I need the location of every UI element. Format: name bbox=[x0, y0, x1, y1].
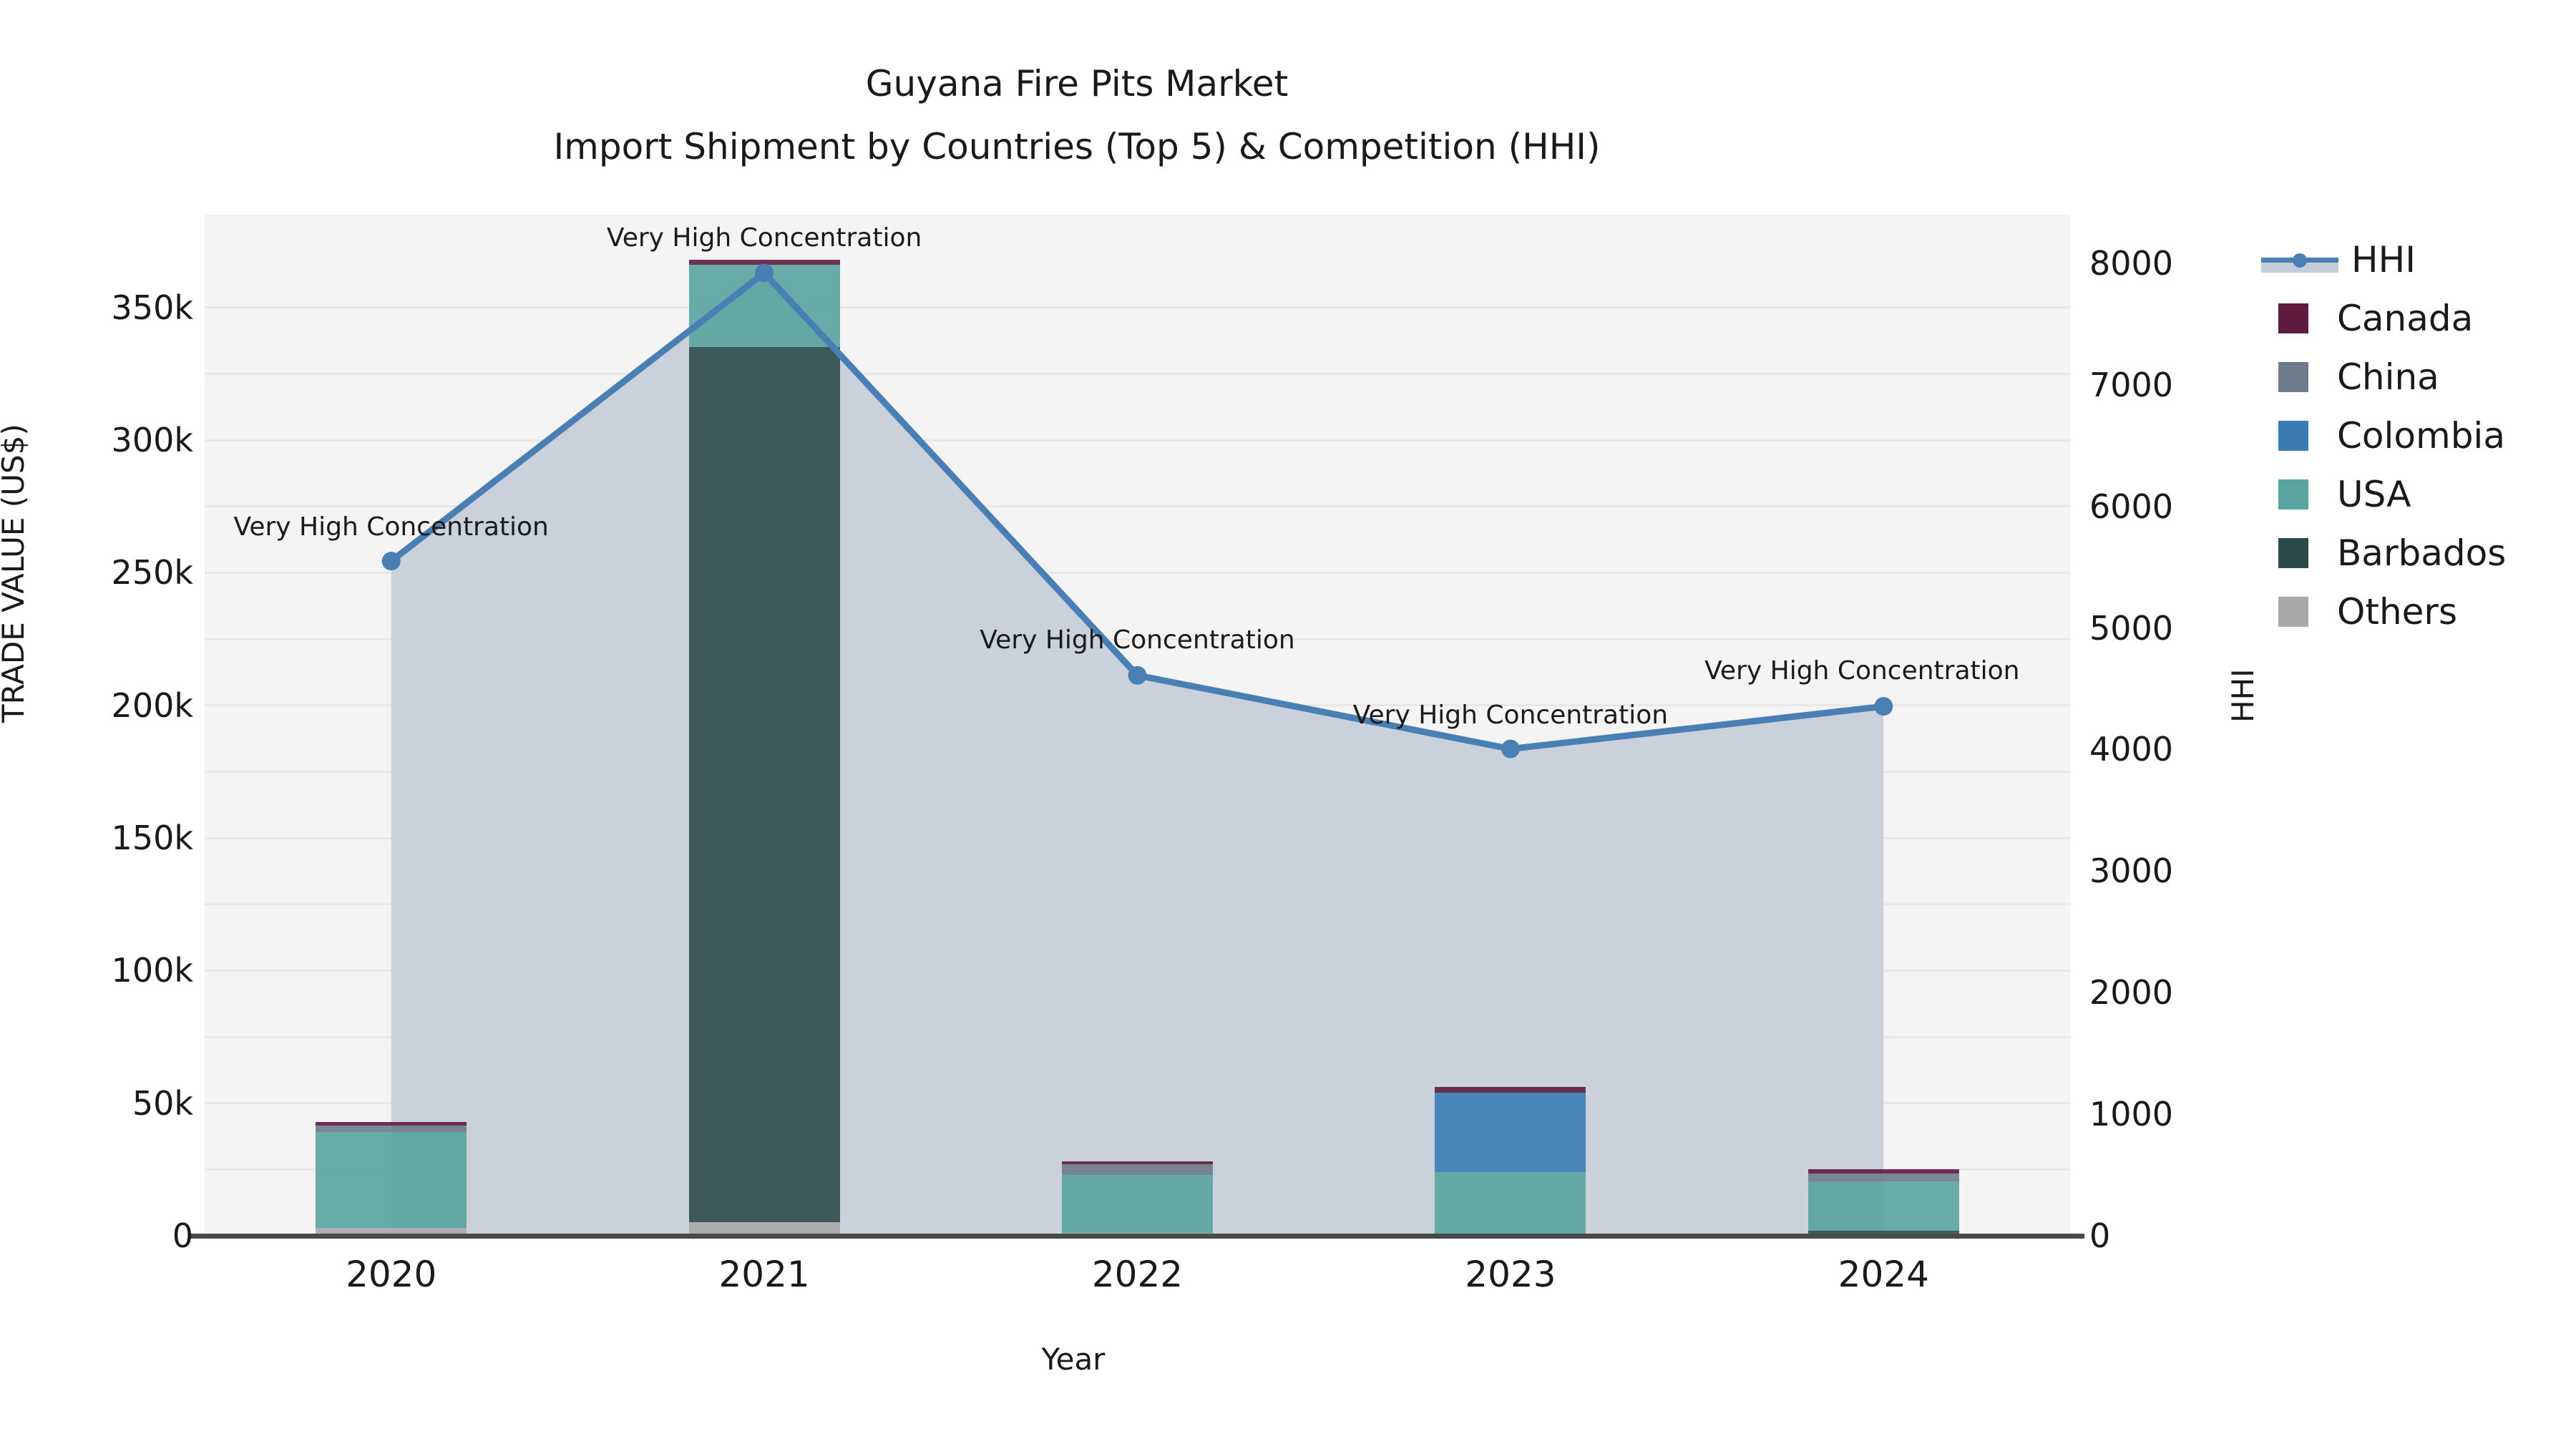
bar-segment-canada[interactable] bbox=[1435, 1087, 1586, 1093]
gridline bbox=[205, 505, 2070, 508]
x-tick-2020: 2020 bbox=[346, 1254, 437, 1295]
x-tick-2023: 2023 bbox=[1465, 1254, 1556, 1295]
legend-item-others[interactable]: Others bbox=[2261, 582, 2569, 641]
legend-label: Barbados bbox=[2337, 532, 2507, 574]
gridline bbox=[205, 439, 2070, 441]
legend-swatch-colombia-icon bbox=[2278, 421, 2308, 451]
legend-swatch-china-icon bbox=[2278, 362, 2308, 392]
y-right-tick: 7000 bbox=[2089, 365, 2174, 404]
bar-segment-canada[interactable] bbox=[688, 260, 840, 265]
y-right-tick: 0 bbox=[2089, 1216, 2111, 1255]
legend: HHI Canada China Colombia USA Barbados Others bbox=[2261, 230, 2569, 641]
bar-segment-canada[interactable] bbox=[1807, 1169, 1959, 1174]
legend-line-marker-icon bbox=[2261, 245, 2338, 275]
plot-inner bbox=[205, 215, 2070, 1236]
y-left-tick: 0 bbox=[172, 1216, 193, 1255]
bar-segment-others[interactable] bbox=[688, 1222, 840, 1236]
annotation-2020: Very High Concentration bbox=[233, 512, 549, 542]
plot-area bbox=[205, 215, 2070, 1236]
x-axis-label: Year bbox=[1041, 1342, 1106, 1377]
y-left-tick: 350k bbox=[111, 288, 193, 327]
y-right-tick: 5000 bbox=[2089, 608, 2174, 648]
chart-title-line1: Guyana Fire Pits Market bbox=[865, 63, 1289, 104]
gridline bbox=[205, 306, 2070, 309]
bar-segment-barbados[interactable] bbox=[688, 347, 840, 1223]
y-axis-right-label: HHI bbox=[2225, 668, 2260, 723]
bar-segment-china[interactable] bbox=[1807, 1173, 1959, 1182]
legend-item-hhi[interactable]: HHI bbox=[2261, 230, 2569, 289]
x-tick-2024: 2024 bbox=[1838, 1254, 1929, 1295]
y-right-tick: 3000 bbox=[2089, 852, 2174, 891]
bar-segment-canada[interactable] bbox=[316, 1121, 467, 1126]
legend-label: Others bbox=[2337, 591, 2458, 633]
annotation-2021: Very High Concentration bbox=[606, 223, 922, 253]
y-right-tick: 6000 bbox=[2089, 487, 2174, 526]
x-tick-2021: 2021 bbox=[718, 1254, 810, 1295]
legend-swatch-canada-icon bbox=[2278, 303, 2308, 333]
bar-segment-barbados[interactable] bbox=[1807, 1230, 1959, 1234]
x-axis-spine bbox=[190, 1234, 2084, 1239]
y-left-tick: 100k bbox=[111, 951, 193, 990]
y-left-tick: 200k bbox=[111, 686, 193, 725]
y-right-tick: 4000 bbox=[2089, 730, 2174, 769]
legend-label: Canada bbox=[2337, 298, 2474, 339]
bar-segment-usa[interactable] bbox=[1435, 1172, 1586, 1236]
bar-segment-china[interactable] bbox=[1062, 1163, 1213, 1175]
y-right-tick: 8000 bbox=[2089, 243, 2174, 283]
gridline bbox=[205, 372, 2070, 375]
annotation-2024: Very High Concentration bbox=[1704, 656, 2020, 686]
annotation-2022: Very High Concentration bbox=[980, 625, 1295, 655]
bar-2021[interactable] bbox=[688, 215, 840, 1236]
chart-title-line2: Import Shipment by Countries (Top 5) & C… bbox=[553, 126, 1601, 167]
legend-item-canada[interactable]: Canada bbox=[2261, 289, 2569, 348]
legend-label: China bbox=[2337, 356, 2439, 398]
bar-segment-others[interactable] bbox=[316, 1227, 467, 1236]
legend-label: HHI bbox=[2351, 239, 2416, 280]
bar-2023[interactable] bbox=[1435, 215, 1586, 1236]
bar-2022[interactable] bbox=[1062, 215, 1213, 1236]
bar-segment-usa[interactable] bbox=[1062, 1174, 1213, 1234]
bar-segment-usa[interactable] bbox=[316, 1132, 467, 1228]
y-left-tick: 300k bbox=[111, 421, 193, 460]
legend-item-colombia[interactable]: Colombia bbox=[2261, 406, 2569, 465]
gridline bbox=[205, 638, 2070, 640]
legend-swatch-usa-icon bbox=[2278, 479, 2308, 509]
y-left-tick: 250k bbox=[111, 553, 193, 592]
legend-label: Colombia bbox=[2337, 415, 2505, 457]
y-left-tick: 150k bbox=[111, 819, 193, 858]
gridline bbox=[205, 571, 2070, 574]
legend-item-usa[interactable]: USA bbox=[2261, 465, 2569, 524]
legend-swatch-barbados-icon bbox=[2278, 538, 2308, 568]
legend-item-barbados[interactable]: Barbados bbox=[2261, 524, 2569, 582]
bar-segment-canada[interactable] bbox=[1062, 1161, 1213, 1164]
legend-swatch-others-icon bbox=[2278, 597, 2308, 627]
legend-label: USA bbox=[2337, 474, 2411, 515]
bar-segment-colombia[interactable] bbox=[1435, 1092, 1586, 1173]
legend-item-china[interactable]: China bbox=[2261, 348, 2569, 406]
y-left-tick: 50k bbox=[132, 1083, 193, 1123]
bar-segment-usa[interactable] bbox=[1807, 1181, 1959, 1231]
chart-title: Guyana Fire Pits Market Import Shipment … bbox=[0, 60, 2154, 170]
annotation-2023: Very High Concentration bbox=[1352, 700, 1669, 730]
bar-2020[interactable] bbox=[316, 215, 467, 1236]
y-right-tick: 2000 bbox=[2089, 973, 2174, 1013]
y-right-tick: 1000 bbox=[2089, 1095, 2174, 1134]
bar-segment-china[interactable] bbox=[316, 1126, 467, 1133]
x-tick-2022: 2022 bbox=[1091, 1254, 1184, 1295]
